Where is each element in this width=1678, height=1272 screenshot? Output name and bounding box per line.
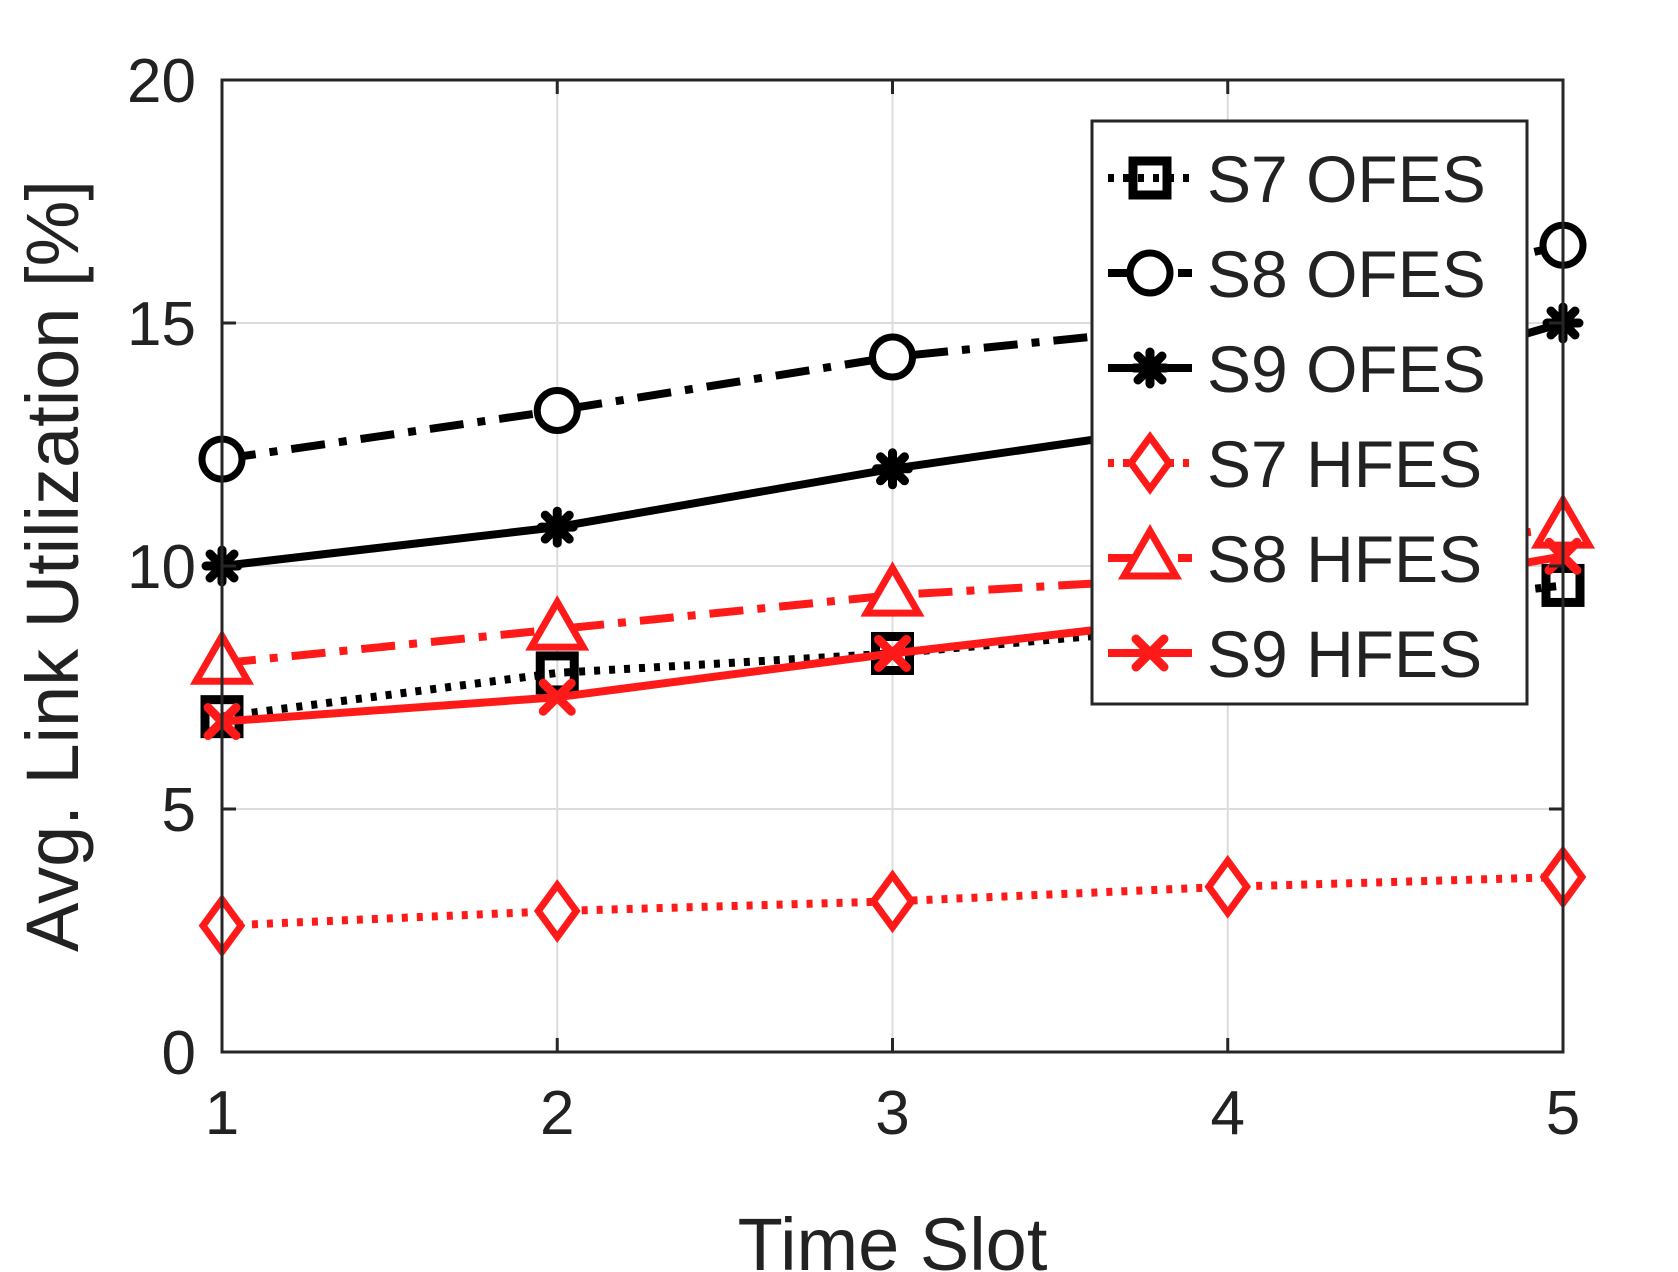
legend-item-s7-hfes: S7 HFES <box>1108 427 1482 501</box>
data-point-s8-ofes <box>533 386 581 434</box>
legend-items: S7 OFES S8 OFES S9 OFES S7 HFES S8 HFES S9 HF… <box>1108 142 1486 691</box>
x-tick-label: 4 <box>1211 1079 1245 1148</box>
legend-marker-shape <box>1128 156 1172 200</box>
data-point-s9-hfes <box>538 678 576 716</box>
y-axis-label: Avg. Link Utilization [%] <box>11 180 94 952</box>
y-tick-label: 20 <box>127 47 196 116</box>
x-tick-label: 1 <box>205 1079 239 1148</box>
x-tick-label: 2 <box>540 1079 574 1148</box>
data-point-s8-hfes <box>860 561 925 617</box>
legend-marker <box>1117 524 1183 580</box>
data-point-s9-hfes <box>874 634 911 672</box>
x-axis-label: Time Slot <box>738 1203 1048 1272</box>
data-point-s7-hfes <box>533 879 581 943</box>
data-point-s9-ofes <box>872 448 913 490</box>
x-tick-label: 3 <box>875 1079 909 1148</box>
legend-marker <box>1131 634 1169 672</box>
data-point-s9-ofes <box>536 506 578 548</box>
ticks: 1 2 3 4 5 0 5 10 15 20 <box>127 47 1580 1148</box>
legend-box <box>1090 119 1529 706</box>
legend-item-s9-hfes: S9 HFES <box>1108 617 1482 691</box>
y-tick-label: 0 <box>162 1019 196 1088</box>
legend-label: S8 OFES <box>1207 237 1486 311</box>
legend-marker <box>1129 347 1171 389</box>
legend-item-s7-ofes: S7 OFES <box>1108 142 1486 216</box>
legend-label: S9 OFES <box>1207 332 1486 406</box>
legend-label: S7 HFES <box>1207 427 1482 501</box>
data-point-s7-hfes <box>869 869 916 934</box>
legend-item-s8-ofes: S8 OFES <box>1108 237 1486 311</box>
legend-label: S9 HFES <box>1207 617 1482 691</box>
x-tick-label: 5 <box>1546 1079 1580 1148</box>
legend-label: S7 OFES <box>1207 142 1486 216</box>
y-tick-label: 15 <box>127 290 196 359</box>
y-tick-label: 5 <box>162 776 196 845</box>
legend-label: S8 HFES <box>1207 522 1482 596</box>
data-point-s7-ofes <box>535 651 579 695</box>
legend-item-s9-ofes: S9 OFES <box>1108 332 1486 406</box>
legend-marker <box>1128 156 1172 200</box>
data-point-s7-hfes <box>1204 854 1252 919</box>
legend-marker <box>1126 249 1174 297</box>
data-point-s8-hfes <box>525 595 590 651</box>
legend: S7 OFES S8 OFES S9 OFES S7 HFES S8 HFES S9 HF… <box>1090 119 1529 706</box>
y-tick-label: 10 <box>127 533 196 602</box>
legend-item-s8-hfes: S8 HFES <box>1108 522 1482 596</box>
data-point-s8-ofes <box>869 333 916 381</box>
series-line-s7-ofes <box>221 581 1564 721</box>
legend-marker <box>1126 431 1174 495</box>
data-point-s7-ofes-shape <box>535 651 579 695</box>
